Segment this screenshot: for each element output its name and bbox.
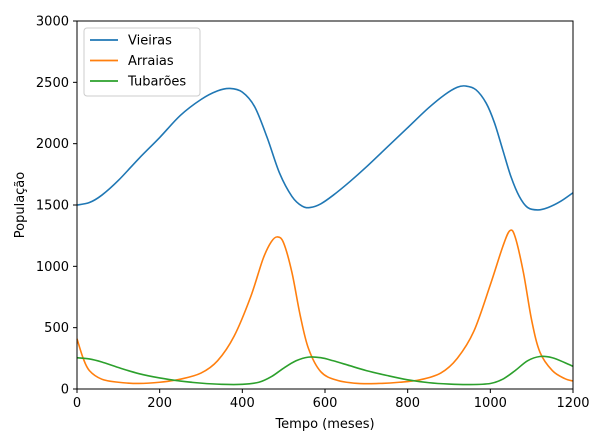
y-tick-label: 1500 <box>36 199 69 214</box>
series-line-arraias <box>76 229 574 385</box>
y-tick-label: 2500 <box>36 76 69 91</box>
y-tick-label: 3000 <box>36 15 69 30</box>
plot-lines <box>76 85 574 386</box>
y-axis-label: População <box>13 172 28 239</box>
y-tick-label: 2000 <box>36 137 69 152</box>
x-tick-label: 400 <box>230 396 255 411</box>
x-axis-label: Tempo (meses) <box>274 417 374 432</box>
legend-label: Vieiras <box>128 34 172 49</box>
y-tick-label: 0 <box>61 383 69 398</box>
series-line-tubarões <box>76 355 574 386</box>
x-tick-label: 600 <box>313 396 338 411</box>
y-tick-label: 500 <box>44 321 69 336</box>
legend: Vieiras Arraias Tubarões <box>83 27 201 97</box>
x-axis: 0 200 400 600 800 1000 1200 <box>73 389 590 411</box>
legend-label: Tubarões <box>127 75 186 90</box>
y-axis: 0 500 1000 1500 2000 2500 3000 <box>36 15 77 398</box>
x-tick-label: 0 <box>73 396 81 411</box>
x-tick-label: 800 <box>395 396 420 411</box>
x-tick-label: 200 <box>147 396 172 411</box>
y-tick-label: 1000 <box>36 260 69 275</box>
x-tick-label: 1200 <box>556 396 589 411</box>
legend-box <box>83 27 201 97</box>
legend-label: Arraias <box>128 54 174 69</box>
x-tick-label: 1000 <box>474 396 507 411</box>
series-line-vieiras <box>76 85 574 211</box>
